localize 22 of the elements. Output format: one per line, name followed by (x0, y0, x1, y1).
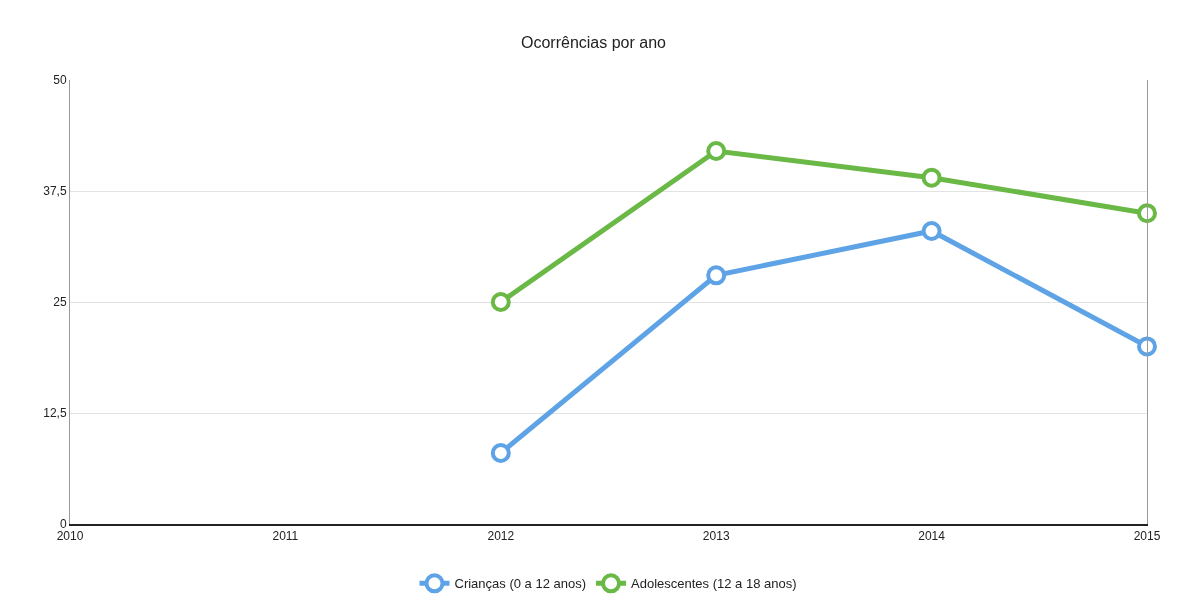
y-tick-label: 0 (59, 517, 67, 532)
y-tick-label: 25 (53, 295, 67, 310)
x-tick-label: 2014 (918, 529, 946, 544)
point (1137, 336, 1157, 357)
point (921, 167, 942, 188)
x-tick-label: 2011 (272, 529, 299, 544)
point (490, 292, 511, 312)
x-tick-label: 2010 (56, 529, 84, 544)
point (706, 141, 727, 162)
x-tick-label: 2015 (1133, 529, 1161, 544)
legend-label: Crianças (0 a 12 anos) (454, 576, 587, 592)
y-tick-label: 37,5 (43, 184, 67, 199)
x-tick-label: 2012 (487, 529, 515, 544)
legend-label: Adolescentes (12 a 18 anos) (631, 576, 797, 592)
point (706, 265, 727, 286)
chart-title: Ocorrências por ano (521, 33, 667, 51)
y-tick-label: 50 (53, 73, 67, 88)
point (1137, 203, 1157, 224)
y-tick-label: 12,5 (43, 406, 67, 421)
point (921, 220, 942, 241)
x-tick-label: 2013 (702, 529, 730, 544)
point (490, 442, 511, 463)
